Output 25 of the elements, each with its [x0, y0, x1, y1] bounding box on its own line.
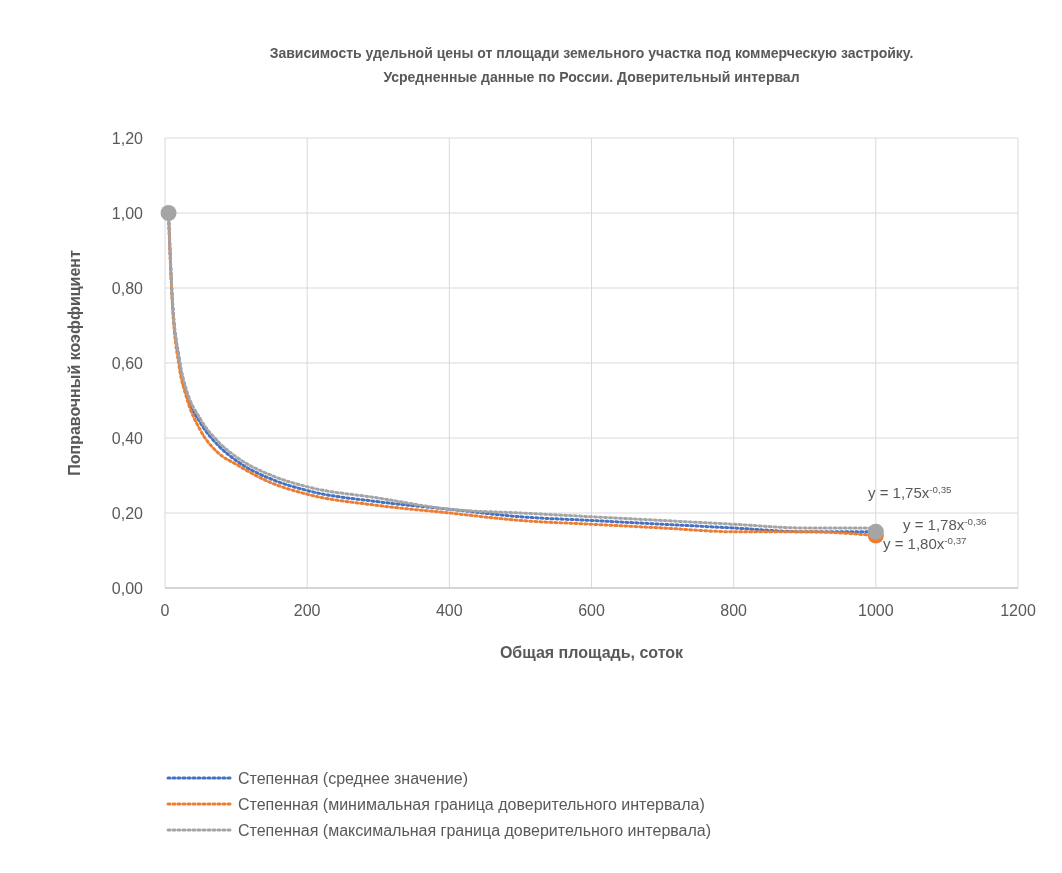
y-tick-label: 0,20 — [111, 505, 144, 522]
x-tick-label: 1000 — [858, 602, 894, 619]
x-tick-label: 600 — [578, 602, 605, 619]
x-tick-label: 1200 — [1000, 602, 1036, 619]
x-axis-title: Общая площадь, соток — [499, 644, 685, 661]
y-tick-label: 0,60 — [111, 355, 144, 372]
point — [160, 205, 177, 221]
x-tick-label: 200 — [293, 602, 321, 619]
y-tick-label: 1,20 — [111, 130, 144, 147]
legend-label: Степенная (максимальная граница доверительного интервала) — [238, 822, 712, 839]
chart-title: Зависимость удельной цены от площади земельного участка под коммерческую застройку. Усредненные данные по России. Доверительный интервал — [269, 45, 914, 85]
legend-label: Степенная (среднее значение) — [238, 770, 468, 787]
legend-label: Степенная (минимальная граница доверительного интервала) — [238, 796, 705, 813]
y-axis-title: Поправочный коэффициент — [66, 250, 83, 476]
y-tick-label: 0,00 — [111, 580, 144, 597]
y-tick-label: 1,00 — [111, 205, 144, 222]
x-tick-label: 0 — [160, 602, 170, 619]
annotation: y = 1,75x$^{-0,35}$ — [868, 483, 953, 501]
y-tick-label: 0,40 — [111, 430, 144, 447]
x-tick-label: 800 — [720, 602, 748, 619]
x-tick-label: 400 — [435, 602, 463, 619]
y-tick-label: 0,80 — [111, 280, 144, 297]
annotation: y = 1,80x$^{-0,37}$ — [883, 534, 967, 552]
point — [867, 523, 884, 540]
annotation: y = 1,78x$^{-0,36}$ — [903, 515, 987, 533]
